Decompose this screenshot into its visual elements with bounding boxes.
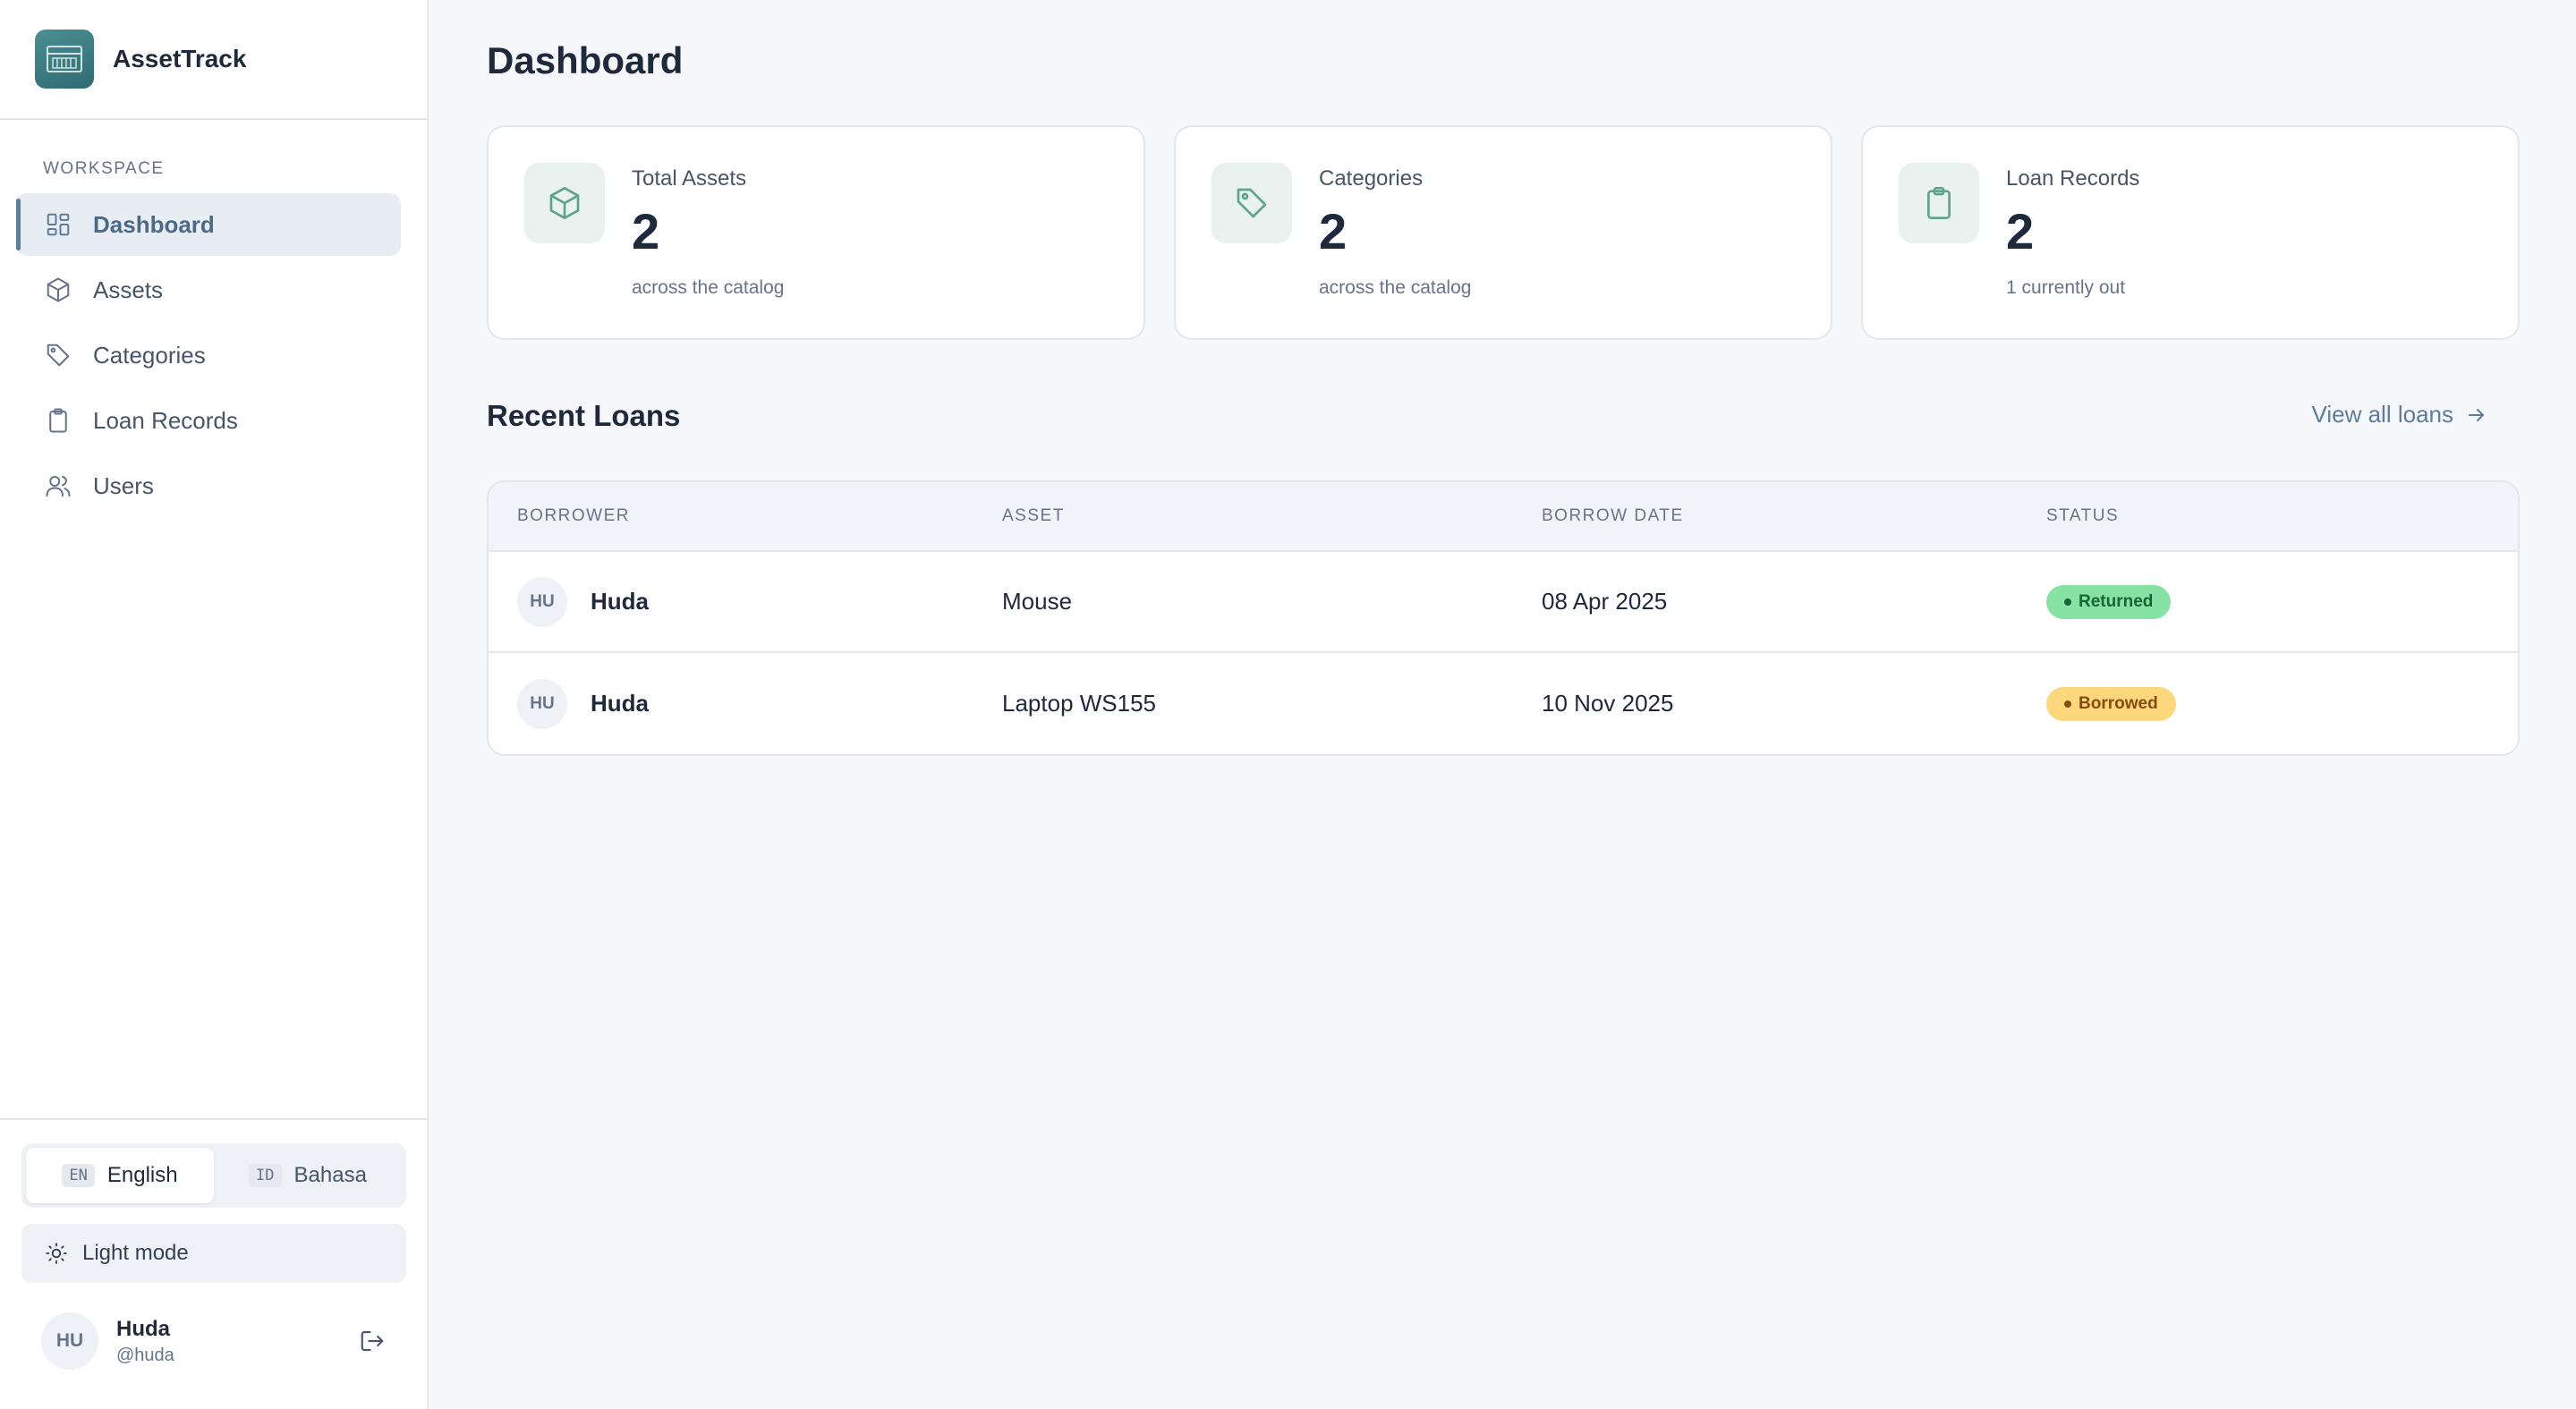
borrow-date-cell: 08 Apr 2025 [1542, 588, 1668, 615]
stats-row: Total Assets 2 across the catalog Catego… [487, 125, 2520, 340]
borrow-date-cell: 10 Nov 2025 [1542, 690, 1674, 717]
brand[interactable]: AssetTrack [0, 0, 427, 120]
sidebar-footer: EN English ID Bahasa Light mode HU [0, 1118, 429, 1409]
sidebar-item-label: Loan Records [93, 406, 238, 434]
status-label: Returned [2079, 592, 2154, 611]
borrower-cell: HU Huda [489, 678, 1002, 729]
page-title: Dashboard [487, 39, 684, 81]
status-badge: Returned [2046, 585, 2172, 619]
sidebar-item-assets[interactable]: Assets [16, 259, 401, 321]
language-label: English [106, 1163, 178, 1187]
column-header-borrow-date[interactable]: BORROW DATE [1542, 506, 1684, 525]
box-icon [43, 275, 73, 305]
stat-value: 2 [2006, 203, 2035, 259]
theme-toggle-button[interactable]: Light mode [21, 1224, 406, 1283]
stat-card-loan-records: Loan Records 2 1 currently out [1861, 125, 2520, 340]
language-code: EN [62, 1164, 95, 1187]
stat-card-total-assets: Total Assets 2 across the catalog [487, 125, 1145, 340]
column-header-status[interactable]: STATUS [2046, 506, 2120, 525]
table-header: BORROWER ASSET BORROW DATE STATUS [489, 482, 2518, 552]
borrower-name: Huda [591, 588, 649, 615]
avatar[interactable]: HU [41, 1312, 98, 1370]
sidebar-item-users[interactable]: Users [16, 454, 401, 517]
stat-label: Total Assets [632, 166, 747, 191]
stat-subtext: 1 currently out [2006, 277, 2126, 298]
status-cell: Returned [2046, 584, 2518, 619]
arrow-right-icon [2466, 404, 2487, 426]
stat-value: 2 [1319, 203, 1348, 259]
sidebar-nav: Dashboard Assets Categories [16, 193, 401, 520]
avatar: HU [517, 678, 567, 729]
stat-value: 2 [632, 203, 660, 259]
dashboard-icon [43, 209, 73, 240]
recent-loans-table: BORROWER ASSET BORROW DATE STATUS HU Hud… [487, 480, 2520, 756]
user-meta: Huda @huda [116, 1317, 354, 1366]
sidebar-item-label: Dashboard [93, 210, 215, 238]
stat-card-categories: Categories 2 across the catalog [1174, 125, 1832, 340]
clipboard-icon [1899, 163, 1979, 243]
app-name: AssetTrack [113, 45, 247, 72]
column-header-borrower[interactable]: BORROWER [517, 506, 630, 525]
column-header-asset[interactable]: ASSET [1002, 506, 1065, 525]
language-switcher: EN English ID Bahasa [21, 1143, 406, 1208]
sidebar: AssetTrack WORKSPACE Dashboard Assets [0, 0, 429, 1409]
user-name: Huda [116, 1316, 170, 1341]
sidebar-item-label: Categories [93, 341, 206, 369]
table-row[interactable]: HU Huda Mouse 08 Apr 2025 Returned [489, 552, 2518, 653]
stat-subtext: across the catalog [632, 277, 785, 298]
stat-subtext: across the catalog [1319, 277, 1472, 298]
sidebar-item-label: Users [93, 471, 154, 499]
sidebar-item-dashboard[interactable]: Dashboard [16, 193, 401, 256]
status-cell: Borrowed [2046, 686, 2518, 721]
language-label: Bahasa [293, 1163, 367, 1187]
stat-label: Categories [1319, 166, 1424, 191]
sun-icon [45, 1242, 68, 1265]
status-badge: Borrowed [2046, 687, 2176, 721]
status-dot-icon [2064, 598, 2071, 606]
asset-cell: Mouse [1002, 588, 1073, 615]
main-content: Dashboard Total Assets 2 across the cata… [430, 0, 2576, 1409]
language-option-english[interactable]: EN English [26, 1148, 214, 1203]
language-code: ID [249, 1164, 282, 1187]
tag-icon [43, 340, 73, 370]
logout-button[interactable] [354, 1323, 390, 1359]
section-title-recent-loans: Recent Loans [487, 399, 681, 432]
theme-toggle-label: Light mode [82, 1241, 189, 1265]
asset-cell: Laptop WS155 [1002, 690, 1157, 717]
logout-icon [361, 1330, 384, 1352]
status-label: Borrowed [2079, 694, 2158, 713]
borrower-cell: HU Huda [489, 576, 1002, 627]
tag-icon [1211, 163, 1292, 243]
box-icon [524, 163, 605, 243]
users-icon [43, 471, 73, 501]
borrower-name: Huda [591, 690, 649, 717]
stat-label: Loan Records [2006, 166, 2140, 191]
view-all-loans-link[interactable]: View all loans [2311, 401, 2487, 429]
current-user: HU Huda @huda [41, 1308, 390, 1374]
view-all-label: View all loans [2311, 401, 2453, 428]
clipboard-icon [43, 405, 73, 436]
sidebar-item-label: Assets [93, 276, 164, 303]
user-handle: @huda [116, 1345, 174, 1365]
app-logo-icon [35, 30, 94, 89]
nav-section-label: WORKSPACE [43, 159, 165, 178]
language-option-bahasa[interactable]: ID Bahasa [214, 1148, 402, 1203]
table-row[interactable]: HU Huda Laptop WS155 10 Nov 2025 Borrowe… [489, 653, 2518, 754]
status-dot-icon [2064, 700, 2071, 708]
avatar: HU [517, 576, 567, 627]
sidebar-item-loan-records[interactable]: Loan Records [16, 389, 401, 452]
sidebar-item-categories[interactable]: Categories [16, 324, 401, 386]
